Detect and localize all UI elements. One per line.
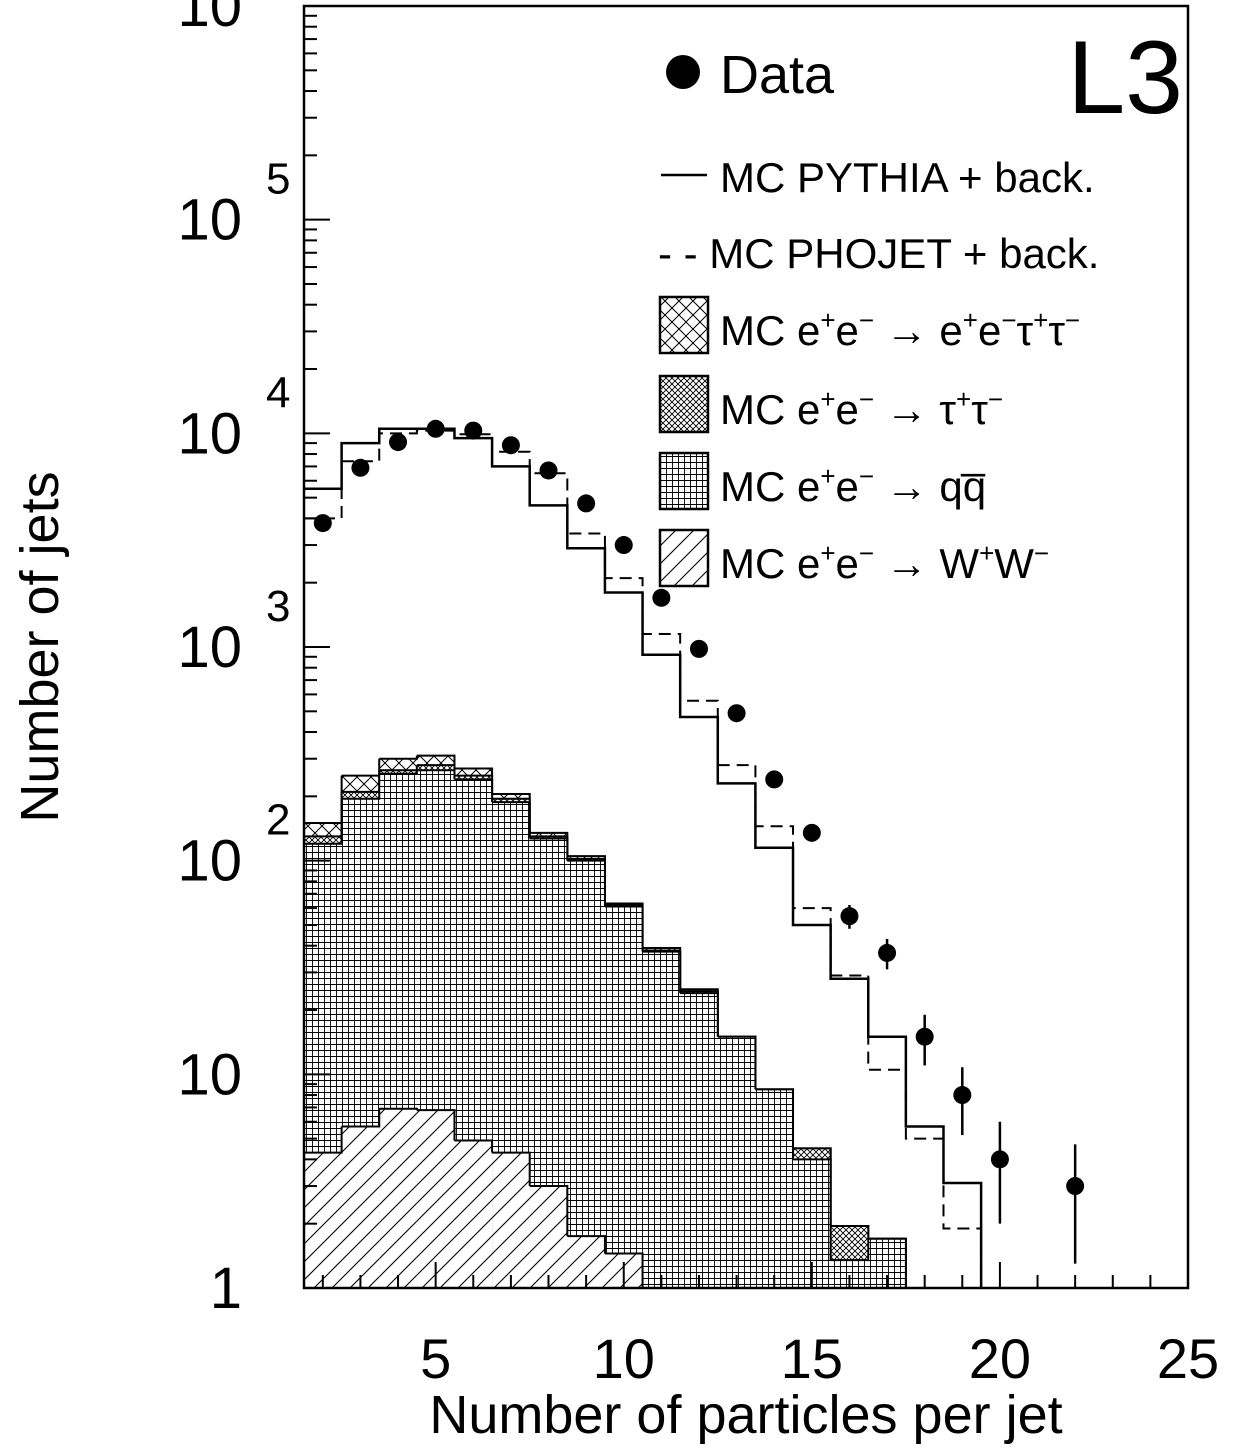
x-tick-label: 25 — [1157, 1327, 1219, 1390]
data-point — [389, 433, 407, 451]
stack-ww-bar — [379, 1109, 417, 1288]
y-tick-label: 10 — [177, 188, 242, 253]
data-point — [840, 907, 858, 925]
y-tick-label: 10 — [177, 615, 242, 680]
stack-qq-bar — [567, 861, 605, 1288]
legend-tautau-swatch — [660, 376, 708, 432]
data-point — [314, 514, 332, 532]
legend: Data MC PYTHIA + back. - - MC PHOJET + b… — [658, 45, 1099, 587]
data-point — [652, 589, 670, 607]
stack-ww-bar — [304, 1153, 342, 1288]
stack-ww-bar — [492, 1153, 530, 1288]
legend-qq-label: MC e+e− → qq̅ — [720, 461, 986, 510]
x-tick-label: 20 — [969, 1327, 1031, 1390]
data-point — [690, 640, 708, 658]
x-axis-label: Number of particles per jet — [429, 1385, 1062, 1445]
y-tick-exponent: 3 — [266, 582, 290, 631]
y-tick-label: 10 — [177, 401, 242, 466]
data-point — [1066, 1177, 1084, 1195]
y-tick-exponent: 4 — [266, 368, 290, 417]
legend-eetautau-swatch — [660, 297, 708, 353]
legend-eetautau-label: MC e+e− → e+e−τ+τ− — [720, 305, 1080, 354]
data-point — [464, 422, 482, 440]
stack-qq-bar — [680, 993, 718, 1288]
data-point — [878, 944, 896, 962]
data-point — [351, 459, 369, 477]
stack-ww-bar — [342, 1126, 380, 1288]
y-tick-exponent: 2 — [266, 796, 290, 845]
stack-qq-bar — [643, 952, 681, 1288]
stack-ww-bar — [417, 1110, 455, 1288]
x-tick-label: 5 — [420, 1327, 451, 1390]
legend-ww-label: MC e+e− → W+W− — [720, 538, 1049, 587]
data-point — [427, 420, 445, 438]
data-point — [502, 436, 520, 454]
data-point — [728, 704, 746, 722]
data-point — [540, 461, 558, 479]
x-tick-label: 10 — [593, 1327, 655, 1390]
stack-qq-bar — [605, 907, 643, 1288]
data-point — [615, 536, 633, 554]
data-point — [916, 1028, 934, 1046]
legend-data-label: Data — [720, 45, 835, 105]
y-tick-label: 1 — [210, 1256, 242, 1321]
stack-ww-bar — [454, 1141, 492, 1288]
y-tick-exponent: 5 — [266, 155, 290, 204]
legend-ww-swatch — [660, 530, 708, 586]
data-point — [577, 494, 595, 512]
data-point — [953, 1086, 971, 1104]
stack-qq-bar — [755, 1089, 793, 1288]
y-tick-label: 10 — [177, 829, 242, 894]
data-point — [803, 824, 821, 842]
experiment-label: L3 — [1067, 20, 1183, 136]
stack-qq-bar — [718, 1037, 756, 1288]
data-point — [991, 1150, 1009, 1168]
legend-tautau-label: MC e+e− → τ+τ− — [720, 384, 1003, 433]
y-tick-label: 10 — [177, 1042, 242, 1107]
y-tick-label: 10 — [177, 0, 242, 39]
stack-ww-bar — [530, 1186, 568, 1288]
y-axis-label: Number of jets — [10, 471, 70, 822]
legend-qq-swatch — [660, 453, 708, 509]
x-tick-label: 15 — [781, 1327, 843, 1390]
legend-data-marker — [666, 55, 700, 89]
data-point — [765, 770, 783, 788]
legend-phojet-label: - - MC PHOJET + back. — [658, 230, 1099, 277]
legend-pythia-label: MC PYTHIA + back. — [720, 154, 1095, 201]
